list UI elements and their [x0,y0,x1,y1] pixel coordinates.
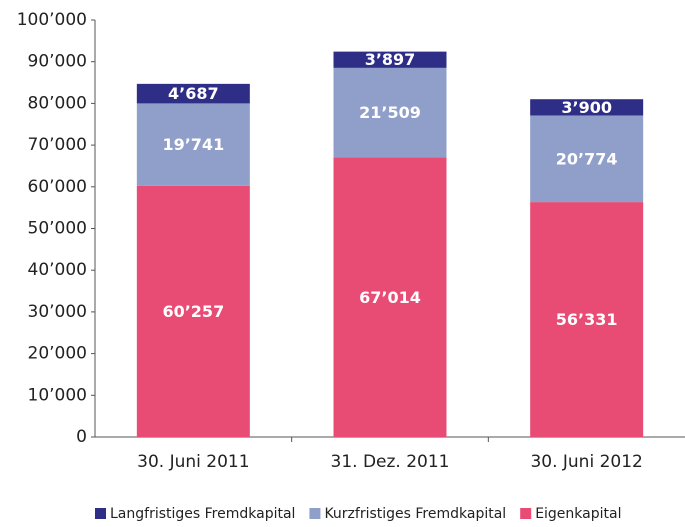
bar-segment [530,202,644,437]
y-tick-label: 60’000 [28,177,87,197]
value-label: 60’257 [162,302,224,321]
legend-label: Langfristiges Fremdkapital [110,506,295,522]
bar-segment [136,185,250,437]
bar-segment [136,83,250,104]
bar-segment [530,99,644,116]
y-tick-label: 10’000 [28,385,87,405]
legend-swatch [309,508,321,519]
y-tick-label: 30’000 [28,302,87,322]
legend-label: Kurzfristiges Fremdkapital [324,506,506,522]
x-tick-label: 31. Dez. 2011 [331,452,450,472]
value-label: 67’014 [359,288,421,307]
value-label: 3’900 [561,98,612,117]
y-tick-label: 20’000 [28,344,87,364]
x-tick-label: 30. Juni 2012 [530,452,642,472]
bar-segment [136,103,250,186]
value-label: 56’331 [556,310,618,329]
value-label: 4’687 [168,84,219,103]
bar-segment [530,115,644,203]
legend-swatch [520,508,532,519]
y-tick-label: 50’000 [28,219,87,239]
y-tick-label: 90’000 [28,52,87,72]
y-tick-label: 70’000 [28,135,87,155]
y-tick-label: 40’000 [28,260,87,280]
bar-segment [333,51,447,68]
value-label: 21’509 [359,103,421,122]
value-label: 20’774 [556,149,618,168]
y-tick-label: 80’000 [28,93,87,113]
value-label: 19’741 [162,135,224,154]
legend-label: Eigenkapital [535,506,621,522]
y-tick-label: 100’000 [17,10,87,30]
x-tick-label: 30. Juni 2011 [137,452,249,472]
legend-swatch [95,508,106,519]
y-tick-label: 0 [76,427,87,447]
bar-segment [333,67,447,158]
bar-segment [333,157,447,437]
value-label: 3’897 [365,50,416,69]
